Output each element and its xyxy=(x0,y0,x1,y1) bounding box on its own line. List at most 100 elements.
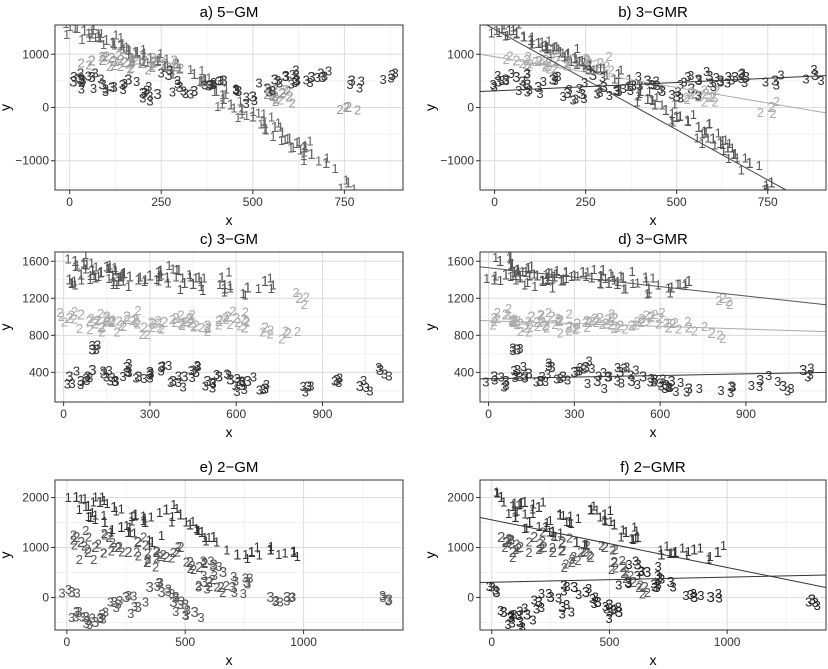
point-label-2: 2 xyxy=(583,51,590,66)
point-label-2: 2 xyxy=(513,317,520,332)
point-label-3: 3 xyxy=(288,77,295,92)
point-label-1: 1 xyxy=(301,138,308,153)
point-label-1: 1 xyxy=(593,62,600,77)
point-label-3: 3 xyxy=(314,70,321,85)
point-label-1: 1 xyxy=(517,496,524,511)
point-label-3: 3 xyxy=(672,384,679,399)
point-label-2: 2 xyxy=(565,52,572,67)
point-label-1: 1 xyxy=(209,529,217,546)
point-label-2: 2 xyxy=(563,58,570,73)
point-label-3: 3 xyxy=(808,592,816,609)
point-label-1: 1 xyxy=(112,262,119,277)
point-label-1: 1 xyxy=(483,271,490,286)
point-label-1: 1 xyxy=(500,494,507,509)
point-label-3: 3 xyxy=(210,75,217,90)
point-label-3: 3 xyxy=(333,372,341,389)
point-label-3: 3 xyxy=(509,343,516,358)
point-label-1: 1 xyxy=(550,269,558,286)
point-label-3: 3 xyxy=(652,579,660,596)
point-label-1: 1 xyxy=(294,549,301,564)
point-label-1: 1 xyxy=(164,58,171,73)
point-label-1: 1 xyxy=(516,268,523,283)
point-label-3: 3 xyxy=(683,385,690,400)
point-label-1: 1 xyxy=(112,263,119,278)
point-label-2: 2 xyxy=(125,56,132,71)
point-label-1: 1 xyxy=(237,93,244,108)
point-label-2: 2 xyxy=(767,99,775,116)
point-label-3: 3 xyxy=(572,91,579,106)
point-label-1: 1 xyxy=(126,519,133,534)
point-label-1: 1 xyxy=(241,287,248,302)
point-label-2: 2 xyxy=(643,307,650,322)
point-label-3: 3 xyxy=(519,73,526,88)
point-label-1: 1 xyxy=(534,35,542,52)
point-label-3: 3 xyxy=(111,373,119,390)
point-label-3: 3 xyxy=(58,585,65,600)
point-label-3: 3 xyxy=(213,367,220,382)
point-label-1: 1 xyxy=(268,281,275,296)
point-label-3: 3 xyxy=(508,607,515,622)
point-label-1: 1 xyxy=(62,16,69,31)
point-label-2: 2 xyxy=(188,316,195,331)
point-label-2: 2 xyxy=(72,529,80,546)
point-label-3: 3 xyxy=(508,616,515,631)
point-label-3: 3 xyxy=(643,72,651,89)
point-label-3: 3 xyxy=(568,604,575,619)
point-label-3: 3 xyxy=(653,73,660,88)
point-label-2: 2 xyxy=(98,52,106,69)
point-label-1: 1 xyxy=(169,261,176,276)
point-label-1: 1 xyxy=(198,74,205,89)
point-label-1: 1 xyxy=(233,547,241,564)
point-label-3: 3 xyxy=(523,607,531,624)
point-label-2: 2 xyxy=(709,88,717,105)
x-tick-label: 250 xyxy=(576,195,596,209)
point-label-2: 2 xyxy=(701,319,708,334)
point-label-2: 2 xyxy=(61,315,68,330)
point-label-3: 3 xyxy=(366,383,373,398)
point-label-3: 3 xyxy=(536,373,544,390)
point-label-2: 2 xyxy=(149,59,156,74)
point-label-1: 1 xyxy=(551,40,558,55)
point-label-1: 1 xyxy=(674,276,681,291)
point-label-2: 2 xyxy=(591,311,598,326)
point-label-1: 1 xyxy=(140,54,147,69)
point-label-2: 2 xyxy=(144,551,151,566)
point-label-1: 1 xyxy=(84,498,92,515)
regression-lines xyxy=(480,25,826,190)
point-label-1: 1 xyxy=(733,150,740,165)
point-label-1: 1 xyxy=(634,529,642,546)
point-label-2: 2 xyxy=(342,100,349,115)
point-label-3: 3 xyxy=(648,77,655,92)
point-label-3: 3 xyxy=(246,571,253,586)
point-label-3: 3 xyxy=(498,370,505,385)
point-label-2: 2 xyxy=(186,315,193,330)
point-label-2: 2 xyxy=(582,315,589,330)
point-label-3: 3 xyxy=(78,81,85,96)
point-label-2: 2 xyxy=(134,316,141,331)
point-label-1: 1 xyxy=(90,268,97,283)
point-label-2: 2 xyxy=(645,315,652,330)
point-label-3: 3 xyxy=(727,385,734,400)
point-label-3: 3 xyxy=(300,379,307,394)
point-label-1: 1 xyxy=(219,91,227,108)
point-label-2: 2 xyxy=(665,319,673,336)
point-label-1: 1 xyxy=(134,271,142,288)
point-label-1: 1 xyxy=(515,497,522,512)
x-tick-label: 500 xyxy=(243,195,263,209)
point-label-1: 1 xyxy=(584,264,591,279)
point-label-3: 3 xyxy=(109,79,117,96)
point-label-1: 1 xyxy=(574,41,581,56)
point-label-1: 1 xyxy=(690,542,698,559)
point-label-2: 2 xyxy=(716,327,723,342)
point-label-3: 3 xyxy=(358,73,365,88)
point-label-3: 3 xyxy=(172,604,179,619)
point-label-1: 1 xyxy=(144,55,151,70)
point-label-3: 3 xyxy=(620,81,627,96)
panel-4: d) 3−GMR11111111111111111111111122222222… xyxy=(422,231,827,440)
point-label-2: 2 xyxy=(706,90,713,105)
point-label-3: 3 xyxy=(205,78,213,95)
x-tick-label: 900 xyxy=(736,407,756,421)
point-label-1: 1 xyxy=(556,44,564,61)
point-label-2: 2 xyxy=(530,529,538,546)
